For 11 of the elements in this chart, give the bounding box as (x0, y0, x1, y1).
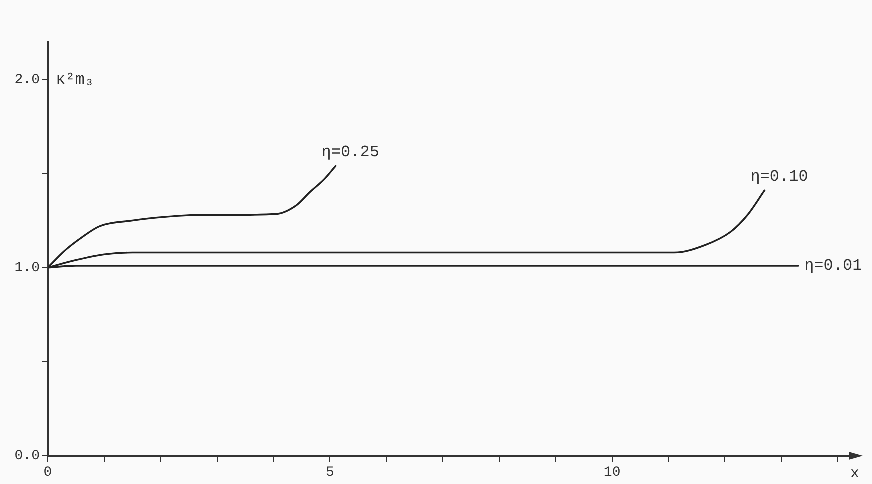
y-tick-label: 0.0 (14, 448, 40, 465)
y-axis-title: κ²m₃ (56, 70, 94, 89)
x-tick-label: 5 (326, 465, 334, 482)
x-tick-label: 0 (44, 465, 52, 482)
y-tick-label: 2.0 (14, 72, 40, 88)
y-tick-label: 1.0 (14, 260, 40, 277)
series-label: η=0.10 (750, 168, 808, 186)
series-label: η=0.01 (804, 257, 862, 276)
x-axis-title: x (850, 465, 860, 482)
x-tick-label: 10 (604, 465, 621, 482)
series-label: η=0.25 (322, 143, 380, 162)
